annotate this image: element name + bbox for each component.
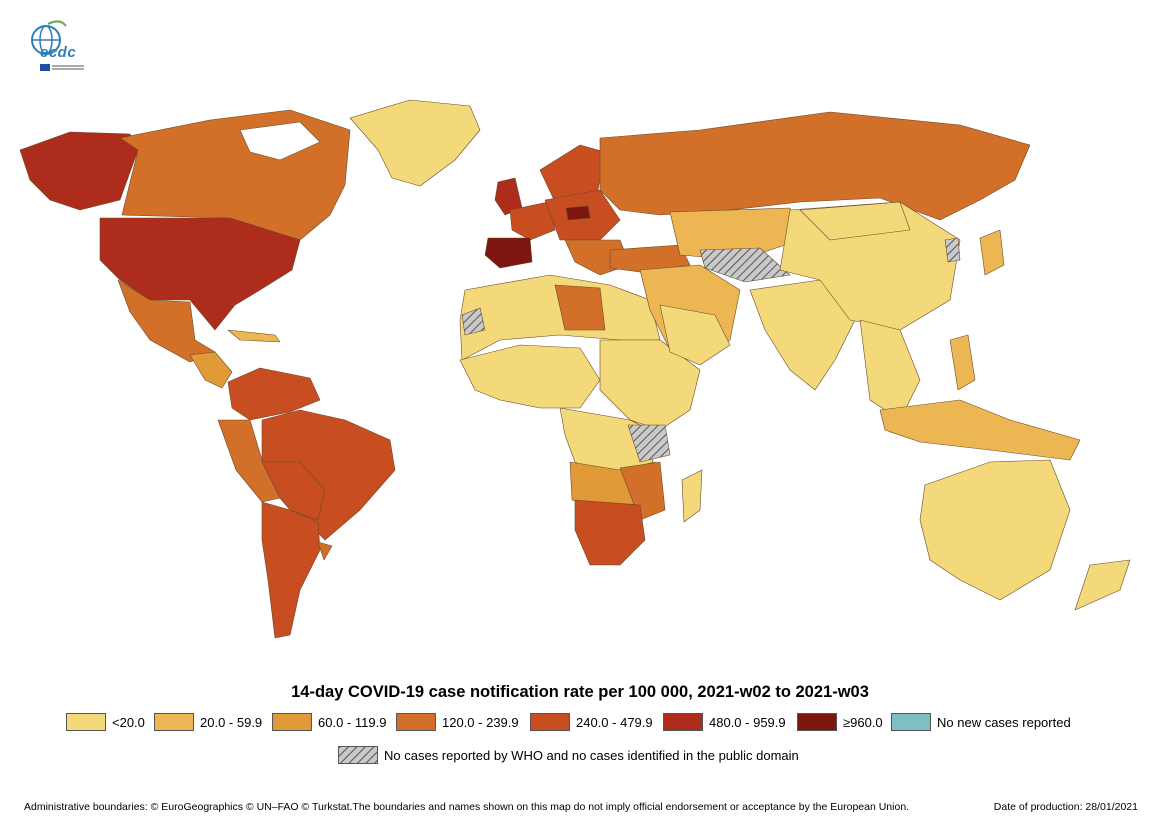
legend-swatch xyxy=(797,713,837,731)
legend-swatch xyxy=(272,713,312,731)
region-southeast-asia xyxy=(859,319,921,421)
region-madagascar xyxy=(681,469,703,523)
region-zimbabwe-mozambique xyxy=(619,461,666,521)
world-choropleth-map xyxy=(19,99,1131,639)
region-greenland xyxy=(349,99,481,187)
map-title: 14-day COVID-19 case notification rate p… xyxy=(291,683,869,701)
region-alaska xyxy=(19,131,139,211)
legend-swatch xyxy=(396,713,436,731)
legend-item: No new cases reported xyxy=(891,712,1071,732)
legend-label: No new cases reported xyxy=(937,714,1071,730)
region-north-korea xyxy=(944,237,961,263)
legend-label: ≥960.0 xyxy=(843,714,883,730)
region-usa xyxy=(99,217,301,331)
region-kazakhstan xyxy=(669,207,801,261)
region-australia xyxy=(919,459,1071,601)
legend-item: 60.0 - 119.9 xyxy=(272,712,386,732)
footer-production-date: Date of production: 28/01/2021 xyxy=(993,801,1138,813)
legend-label: 240.0 - 479.9 xyxy=(576,714,653,730)
legend-swatch xyxy=(530,713,570,731)
logo-text: ecdc xyxy=(40,44,77,61)
legend-item: 480.0 - 959.9 xyxy=(663,712,786,732)
footer-disclaimer: Administrative boundaries: © EuroGeograp… xyxy=(24,801,910,813)
region-west-africa xyxy=(459,344,601,409)
region-central-america xyxy=(189,351,233,389)
ecdc-logo xyxy=(31,20,84,71)
legend-item: <20.0 xyxy=(66,712,145,732)
legend-label: 480.0 - 959.9 xyxy=(709,714,786,730)
region-philippines xyxy=(949,334,976,391)
region-canada-islands xyxy=(239,121,321,161)
region-tanzania xyxy=(627,424,671,463)
legend-item: 120.0 - 239.9 xyxy=(396,712,519,732)
region-argentina xyxy=(261,501,321,639)
region-uruguay xyxy=(317,541,333,561)
region-western-sahara xyxy=(461,307,486,336)
legend-item: 240.0 - 479.9 xyxy=(530,712,653,732)
legend-nodata-item: No cases reported by WHO and no cases id… xyxy=(338,746,799,764)
legend-swatch xyxy=(891,713,931,731)
legend-label: 120.0 - 239.9 xyxy=(442,714,519,730)
region-russia xyxy=(599,111,1031,221)
region-east-africa xyxy=(599,339,701,431)
legend-item: ≥960.0 xyxy=(797,712,883,732)
region-iberia xyxy=(484,237,533,269)
region-caribbean xyxy=(227,329,281,343)
region-arabia xyxy=(659,304,731,366)
region-bolivia-paraguay xyxy=(261,461,326,521)
region-libya xyxy=(554,284,606,331)
region-turkmenistan xyxy=(699,247,791,283)
region-france xyxy=(509,201,556,241)
region-new-zealand xyxy=(1074,559,1131,611)
legend-hatch-swatch xyxy=(338,746,378,764)
legend-swatch xyxy=(154,713,194,731)
region-south-africa xyxy=(574,499,646,566)
region-malaysia-indonesia xyxy=(879,399,1081,461)
legend-label: <20.0 xyxy=(112,714,145,730)
legend-swatch xyxy=(66,713,106,731)
legend-label: 60.0 - 119.9 xyxy=(318,714,387,730)
region-japan xyxy=(979,229,1005,276)
legend-label: 20.0 - 59.9 xyxy=(200,714,263,730)
region-mongolia xyxy=(799,201,911,241)
legend-swatch xyxy=(663,713,703,731)
legend-nodata-label: No cases reported by WHO and no cases id… xyxy=(384,747,799,763)
region-czechia xyxy=(565,205,591,221)
region-colombia-venezuela xyxy=(227,367,321,421)
legend-item: 20.0 - 59.9 xyxy=(154,712,262,732)
